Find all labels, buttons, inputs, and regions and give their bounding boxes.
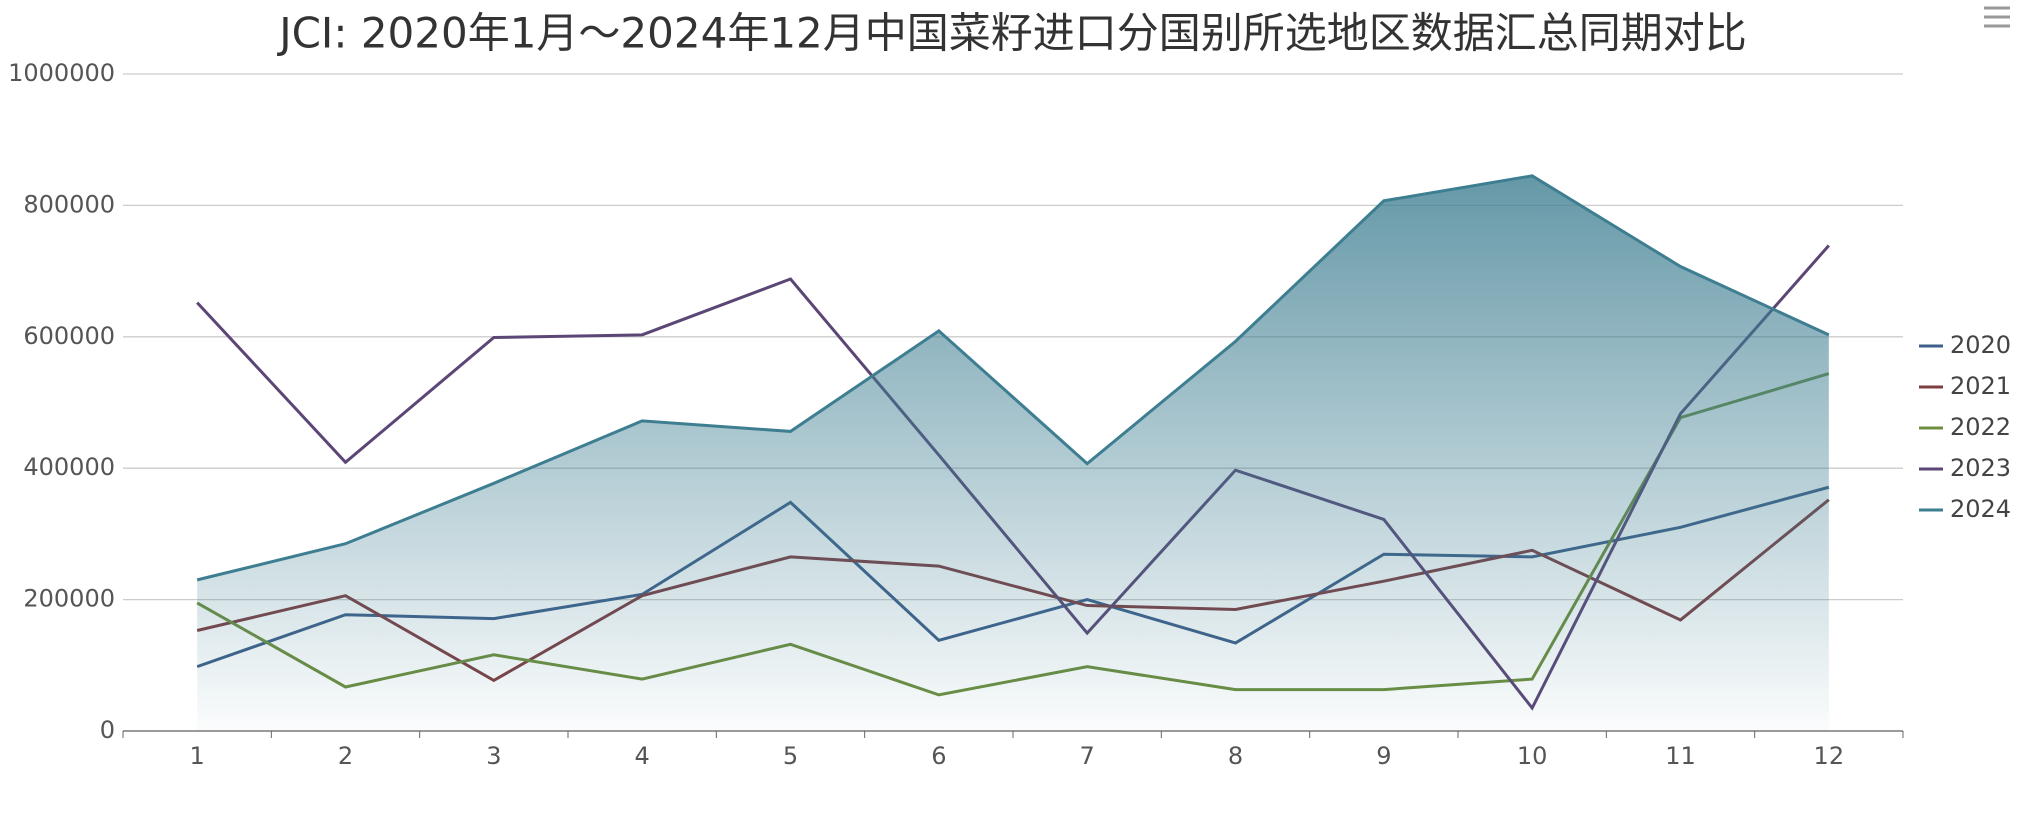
x-tick-label: 5 (783, 742, 798, 770)
x-tick-label: 12 (1814, 742, 1845, 770)
legend-label: 2020 (1950, 331, 2011, 359)
y-tick-label: 200000 (23, 585, 115, 613)
x-tick-label: 8 (1228, 742, 1243, 770)
chart-title: JCI: 2020年1月～2024年12月中国菜籽进口分国别所选地区数据汇总同期… (276, 9, 1747, 58)
y-tick-label: 400000 (23, 453, 115, 481)
x-tick-label: 1 (190, 742, 205, 770)
line (196, 174, 1830, 582)
legend-label: 2024 (1950, 495, 2011, 523)
y-tick-label: 0 (100, 716, 115, 744)
x-tick-label: 3 (486, 742, 501, 770)
y-tick-label: 800000 (23, 190, 115, 218)
x-tick-label: 2 (338, 742, 353, 770)
legend-label: 2022 (1950, 413, 2011, 441)
legend-label: 2021 (1950, 372, 2011, 400)
x-tick-label: 7 (1080, 742, 1095, 770)
legend-label: 2023 (1950, 454, 2011, 482)
x-tick-label: 6 (931, 742, 946, 770)
y-tick-label: 600000 (23, 322, 115, 350)
x-tick-label: 11 (1665, 742, 1696, 770)
x-tick-label: 9 (1376, 742, 1391, 770)
area (197, 175, 1829, 731)
x-tick-label: 4 (635, 742, 650, 770)
y-tick-label: 1000000 (8, 59, 115, 87)
x-tick-label: 10 (1517, 742, 1548, 770)
menu-icon[interactable] (1984, 6, 2010, 28)
